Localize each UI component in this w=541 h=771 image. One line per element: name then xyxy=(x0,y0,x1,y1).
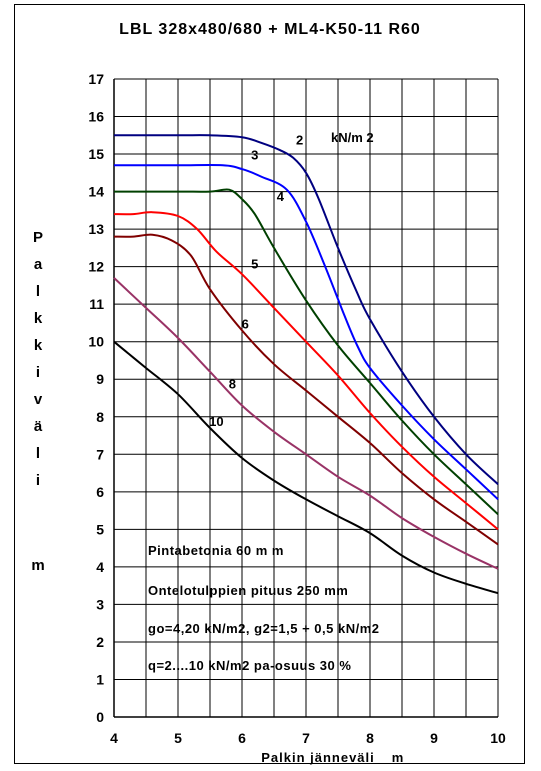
x-axis-label: Palkin jänneväli xyxy=(261,750,375,765)
y-label-letter: P xyxy=(33,229,43,246)
annotation-line: go=4,20 kN/m2, g2=1,5 + 0,5 kN/m2 xyxy=(148,621,379,636)
y-tick-label: 7 xyxy=(96,446,104,462)
series-labels: 2 3 4 5 6 8 10 xyxy=(209,133,303,429)
legend-unit-label: kN/m 2 xyxy=(331,130,374,145)
y-tick-label: 4 xyxy=(96,559,104,575)
y-tick-label: 16 xyxy=(88,109,104,125)
y-tick-label: 12 xyxy=(88,259,104,275)
x-tick-labels: 4 5 6 7 8 9 10 xyxy=(110,730,506,746)
x-tick-label: 10 xyxy=(490,730,506,746)
annotations: Pintabetonia 60 m m Ontelotulppien pituus… xyxy=(148,543,379,673)
y-label-letter: v xyxy=(34,391,43,408)
series-line-3 xyxy=(114,164,499,501)
annotation-line: q=2....10 kN/m2 pa-osuus 30 % xyxy=(148,658,351,673)
y-axis-unit: m xyxy=(31,557,44,574)
series-line-10 xyxy=(113,340,499,595)
y-tick-label: 2 xyxy=(96,634,104,650)
series-line-2 xyxy=(114,134,499,486)
y-label-letter: k xyxy=(34,337,43,354)
y-tick-label: 6 xyxy=(96,484,104,500)
x-tick-label: 7 xyxy=(302,730,310,746)
y-tick-label: 14 xyxy=(88,184,104,200)
y-tick-label: 5 xyxy=(96,521,104,537)
series-label-3: 3 xyxy=(251,148,258,163)
annotation-line: Pintabetonia 60 m m xyxy=(148,543,284,558)
y-tick-label: 3 xyxy=(96,596,104,612)
y-label-letter: i xyxy=(36,472,40,489)
series-line-5 xyxy=(113,211,499,531)
y-label-letter: l xyxy=(36,445,40,462)
y-tick-label: 17 xyxy=(88,71,104,87)
grid xyxy=(113,78,499,718)
chart-frame xyxy=(14,4,525,764)
y-label-letter: l xyxy=(36,283,40,300)
chart-title: LBL 328x480/680 + ML4-K50-11 R60 xyxy=(119,21,421,38)
y-tick-label: 11 xyxy=(89,296,104,312)
y-tick-label: 13 xyxy=(88,221,104,237)
y-label-letter: k xyxy=(34,310,43,327)
series-label-6: 6 xyxy=(242,317,249,332)
series-label-8: 8 xyxy=(229,377,236,392)
series-line-4 xyxy=(114,188,499,516)
x-tick-label: 6 xyxy=(238,730,246,746)
series-line-8 xyxy=(113,277,499,570)
x-tick-label: 9 xyxy=(430,730,438,746)
y-label-letter: ä xyxy=(34,418,43,435)
series-label-10: 10 xyxy=(209,414,223,429)
series-line-6 xyxy=(113,233,499,546)
y-label-letter: i xyxy=(36,364,40,381)
y-tick-label: 1 xyxy=(96,671,104,687)
y-label-letter: a xyxy=(34,256,43,273)
series-label-4: 4 xyxy=(277,189,285,204)
series-label-2: 2 xyxy=(296,133,303,148)
annotation-line: Ontelotulppien pituus 250 mm xyxy=(148,583,348,598)
x-axis-unit: m xyxy=(392,750,405,765)
x-tick-label: 4 xyxy=(110,730,118,746)
y-tick-label: 8 xyxy=(96,409,104,425)
series-label-5: 5 xyxy=(251,257,258,272)
y-tick-label: 9 xyxy=(96,371,104,387)
x-tick-label: 8 xyxy=(366,730,374,746)
y-tick-label: 10 xyxy=(88,334,104,350)
series-lines xyxy=(113,134,499,595)
y-tick-label: 0 xyxy=(96,709,104,725)
x-tick-label: 5 xyxy=(174,730,182,746)
y-tick-label: 15 xyxy=(88,146,104,162)
